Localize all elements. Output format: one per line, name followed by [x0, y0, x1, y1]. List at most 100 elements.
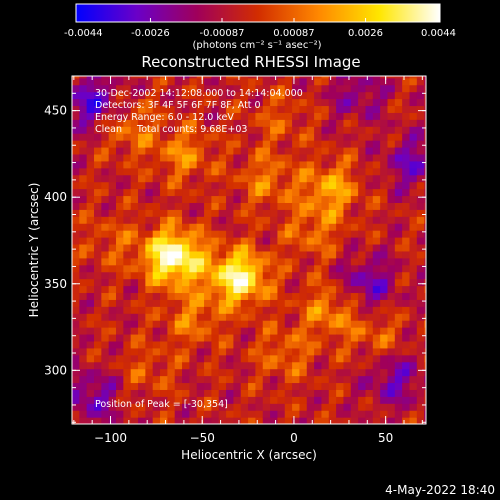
heatmap-cell	[314, 153, 323, 162]
heatmap-cell	[350, 153, 359, 162]
heatmap-cell	[255, 188, 264, 197]
heatmap-cell	[387, 237, 396, 245]
heatmap-cell	[409, 105, 418, 113]
heatmap-cell	[248, 285, 257, 294]
heatmap-cell	[189, 223, 198, 231]
heatmap-cell	[321, 105, 330, 113]
heatmap-cell	[306, 285, 315, 294]
heatmap-cell	[138, 313, 146, 321]
heatmap-cell	[328, 410, 337, 418]
heatmap-cell	[365, 167, 374, 176]
heatmap-cell	[402, 84, 411, 93]
heatmap-cell	[248, 84, 257, 93]
heatmap-cell	[314, 133, 323, 141]
heatmap-cell	[145, 119, 154, 127]
heatmap-cell	[380, 119, 389, 127]
heatmap-cell	[350, 292, 359, 300]
heatmap-cell	[138, 188, 146, 197]
heatmap-cell	[262, 389, 271, 397]
heatmap-cell	[314, 167, 323, 176]
heatmap-cell	[262, 417, 271, 424]
heatmap-cell	[233, 153, 242, 162]
heatmap-cell	[394, 417, 403, 424]
heatmap-cell	[123, 382, 132, 390]
heatmap-cell	[424, 417, 426, 424]
heatmap-cell	[270, 382, 279, 390]
heatmap-cell	[277, 292, 286, 300]
heatmap-cell	[211, 126, 220, 134]
heatmap-cell	[336, 410, 345, 418]
heatmap-cell	[174, 306, 183, 314]
heatmap-cell	[321, 140, 330, 148]
colorbar	[75, 3, 441, 23]
heatmap-cell	[336, 327, 345, 335]
heatmap-cell	[284, 417, 293, 424]
heatmap-cell	[182, 237, 190, 245]
heatmap-cell	[116, 230, 124, 238]
heatmap-cell	[248, 320, 257, 328]
heatmap-cell	[233, 271, 242, 280]
heatmap-cell	[358, 417, 367, 424]
heatmap-cell	[358, 84, 367, 93]
heatmap-cell	[394, 257, 403, 266]
heatmap-cell	[233, 389, 242, 397]
heatmap-cell	[218, 250, 227, 259]
heatmap-cell	[277, 237, 286, 245]
colorbar-unit-label: (photons cm⁻² s⁻¹ asec⁻²)	[192, 40, 321, 51]
heatmap-cell	[416, 160, 425, 169]
heatmap-cell	[292, 223, 301, 231]
heatmap-cell	[86, 153, 95, 162]
heatmap-cell	[277, 333, 286, 342]
heatmap-cell	[233, 396, 242, 404]
heatmap-cell	[189, 105, 198, 113]
heatmap-cell	[152, 133, 161, 141]
heatmap-cell	[306, 257, 315, 266]
heatmap-cell	[424, 209, 426, 217]
heatmap-cell	[218, 216, 227, 224]
heatmap-cell	[255, 347, 264, 356]
heatmap-cell	[314, 292, 323, 300]
heatmap-cell	[211, 299, 220, 307]
heatmap-cell	[189, 403, 198, 411]
heatmap-cell	[196, 340, 205, 349]
heatmap-cell	[358, 77, 367, 86]
heatmap-cell	[101, 146, 110, 155]
heatmap-cell	[233, 126, 242, 134]
heatmap-cell	[262, 223, 271, 231]
heatmap-cell	[86, 181, 95, 190]
heatmap-cell	[402, 306, 411, 314]
heatmap-cell	[182, 396, 190, 404]
heatmap-cell	[336, 257, 345, 266]
heatmap-cell	[174, 368, 183, 377]
heatmap-cell	[424, 389, 426, 397]
heatmap-cell	[292, 160, 301, 169]
heatmap-cell	[350, 417, 359, 424]
heatmap-cell	[255, 126, 264, 134]
heatmap-cell	[101, 271, 110, 280]
heatmap-cell	[226, 146, 235, 155]
heatmap-cell	[402, 340, 411, 349]
heatmap-cell	[226, 209, 235, 217]
heatmap-cell	[292, 202, 301, 210]
heatmap-cell	[255, 230, 264, 238]
heatmap-cell	[116, 340, 124, 349]
heatmap-cell	[94, 306, 102, 314]
heatmap-cell	[72, 313, 80, 321]
heatmap-cell	[262, 368, 271, 377]
heatmap-cell	[145, 153, 154, 162]
heatmap-cell	[328, 271, 337, 280]
heatmap-cell	[240, 146, 249, 155]
heatmap-cell	[145, 333, 154, 342]
heatmap-cell	[321, 271, 330, 280]
heatmap-cell	[350, 146, 359, 155]
heatmap-cell	[343, 333, 352, 342]
heatmap-cell	[94, 237, 102, 245]
heatmap-cell	[240, 278, 249, 287]
heatmap-cell	[145, 112, 154, 120]
heatmap-cell	[402, 243, 411, 252]
heatmap-cell	[167, 313, 176, 321]
heatmap-cell	[130, 230, 139, 238]
heatmap-cell	[372, 403, 381, 411]
heatmap-cell	[240, 153, 249, 162]
heatmap-cell	[248, 278, 257, 287]
